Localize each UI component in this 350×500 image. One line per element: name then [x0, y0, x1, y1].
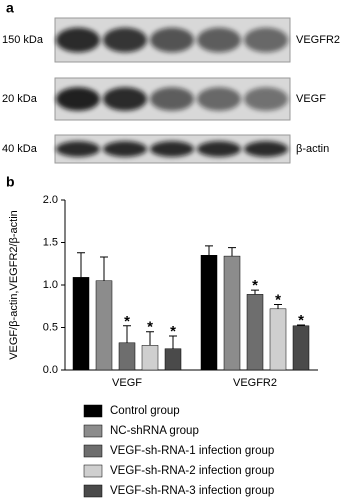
legend-swatch — [83, 404, 103, 418]
blot-band — [56, 141, 100, 157]
legend-label: Control group — [110, 405, 180, 417]
bar — [164, 348, 182, 371]
panel-label: a — [6, 0, 14, 16]
blot-protein-label: VEGF — [296, 93, 326, 105]
bar — [141, 345, 159, 371]
y-tick-label: 1.5 — [43, 236, 58, 248]
legend-swatch — [83, 484, 103, 498]
blot-protein-label: β-actin — [296, 143, 329, 155]
blot-band — [56, 27, 100, 53]
blot-band — [150, 27, 194, 53]
bar — [269, 308, 287, 371]
legend-label: VEGF-sh-RNA-2 infection group — [110, 465, 274, 477]
bar — [95, 280, 113, 371]
blot-size-label: 40 kDa — [2, 143, 38, 155]
error-bar — [205, 245, 213, 256]
western-blot: 150 kDa VEGFR2 20 kDa VEGF 40 kDa β-actin — [2, 17, 340, 164]
bar — [246, 294, 264, 371]
blot-band — [197, 141, 241, 157]
y-tick-label: 0.0 — [43, 364, 58, 376]
error-bar — [123, 325, 131, 343]
error-bar — [146, 331, 154, 346]
error-bar — [297, 324, 305, 326]
panel-label: b — [6, 174, 15, 190]
significance-mark: * — [275, 292, 281, 309]
x-tick-label: VEGF — [112, 377, 142, 389]
bar — [118, 342, 136, 371]
legend-swatch — [83, 464, 103, 478]
legend-label: VEGF-sh-RNA-1 infection group — [110, 445, 274, 457]
error-bar — [251, 289, 259, 295]
y-tick-label: 0.5 — [43, 321, 58, 333]
y-tick-label: 2.0 — [43, 194, 58, 206]
significance-mark: * — [252, 277, 258, 294]
legend-label: NC-shRNA group — [110, 425, 199, 437]
x-tick-label: VEGFR2 — [233, 377, 277, 389]
blot-protein-label: VEGFR2 — [296, 34, 340, 46]
error-bar — [77, 252, 85, 278]
blot-band — [150, 141, 194, 157]
blot-band — [244, 27, 288, 53]
error-bar — [100, 256, 108, 281]
significance-mark: * — [147, 319, 153, 336]
legend-label: VEGF-sh-RNA-3 infection group — [110, 485, 274, 497]
y-axis-label: VEGF/β-actin,VEGFR2/β-actin — [8, 210, 20, 360]
bar — [223, 255, 241, 371]
significance-mark: * — [298, 312, 304, 329]
significance-mark: * — [170, 323, 176, 340]
blot-band — [103, 87, 147, 111]
bar — [72, 277, 90, 371]
blot-band — [150, 87, 194, 111]
blot-band — [197, 87, 241, 111]
bar — [200, 255, 218, 371]
error-bar — [274, 304, 282, 309]
blot-band — [56, 87, 100, 111]
legend-swatch — [83, 444, 103, 458]
error-bar — [169, 335, 177, 349]
error-bar — [228, 247, 236, 257]
blot-band — [197, 27, 241, 53]
blot-size-label: 150 kDa — [2, 34, 44, 46]
blot-band — [103, 141, 147, 157]
y-tick-label: 1.0 — [43, 279, 58, 291]
blot-band — [244, 141, 288, 157]
legend-swatch — [83, 424, 103, 438]
significance-mark: * — [124, 313, 130, 330]
blot-band — [244, 87, 288, 111]
blot-size-label: 20 kDa — [2, 93, 38, 105]
blot-band — [103, 27, 147, 53]
bar — [292, 325, 310, 371]
